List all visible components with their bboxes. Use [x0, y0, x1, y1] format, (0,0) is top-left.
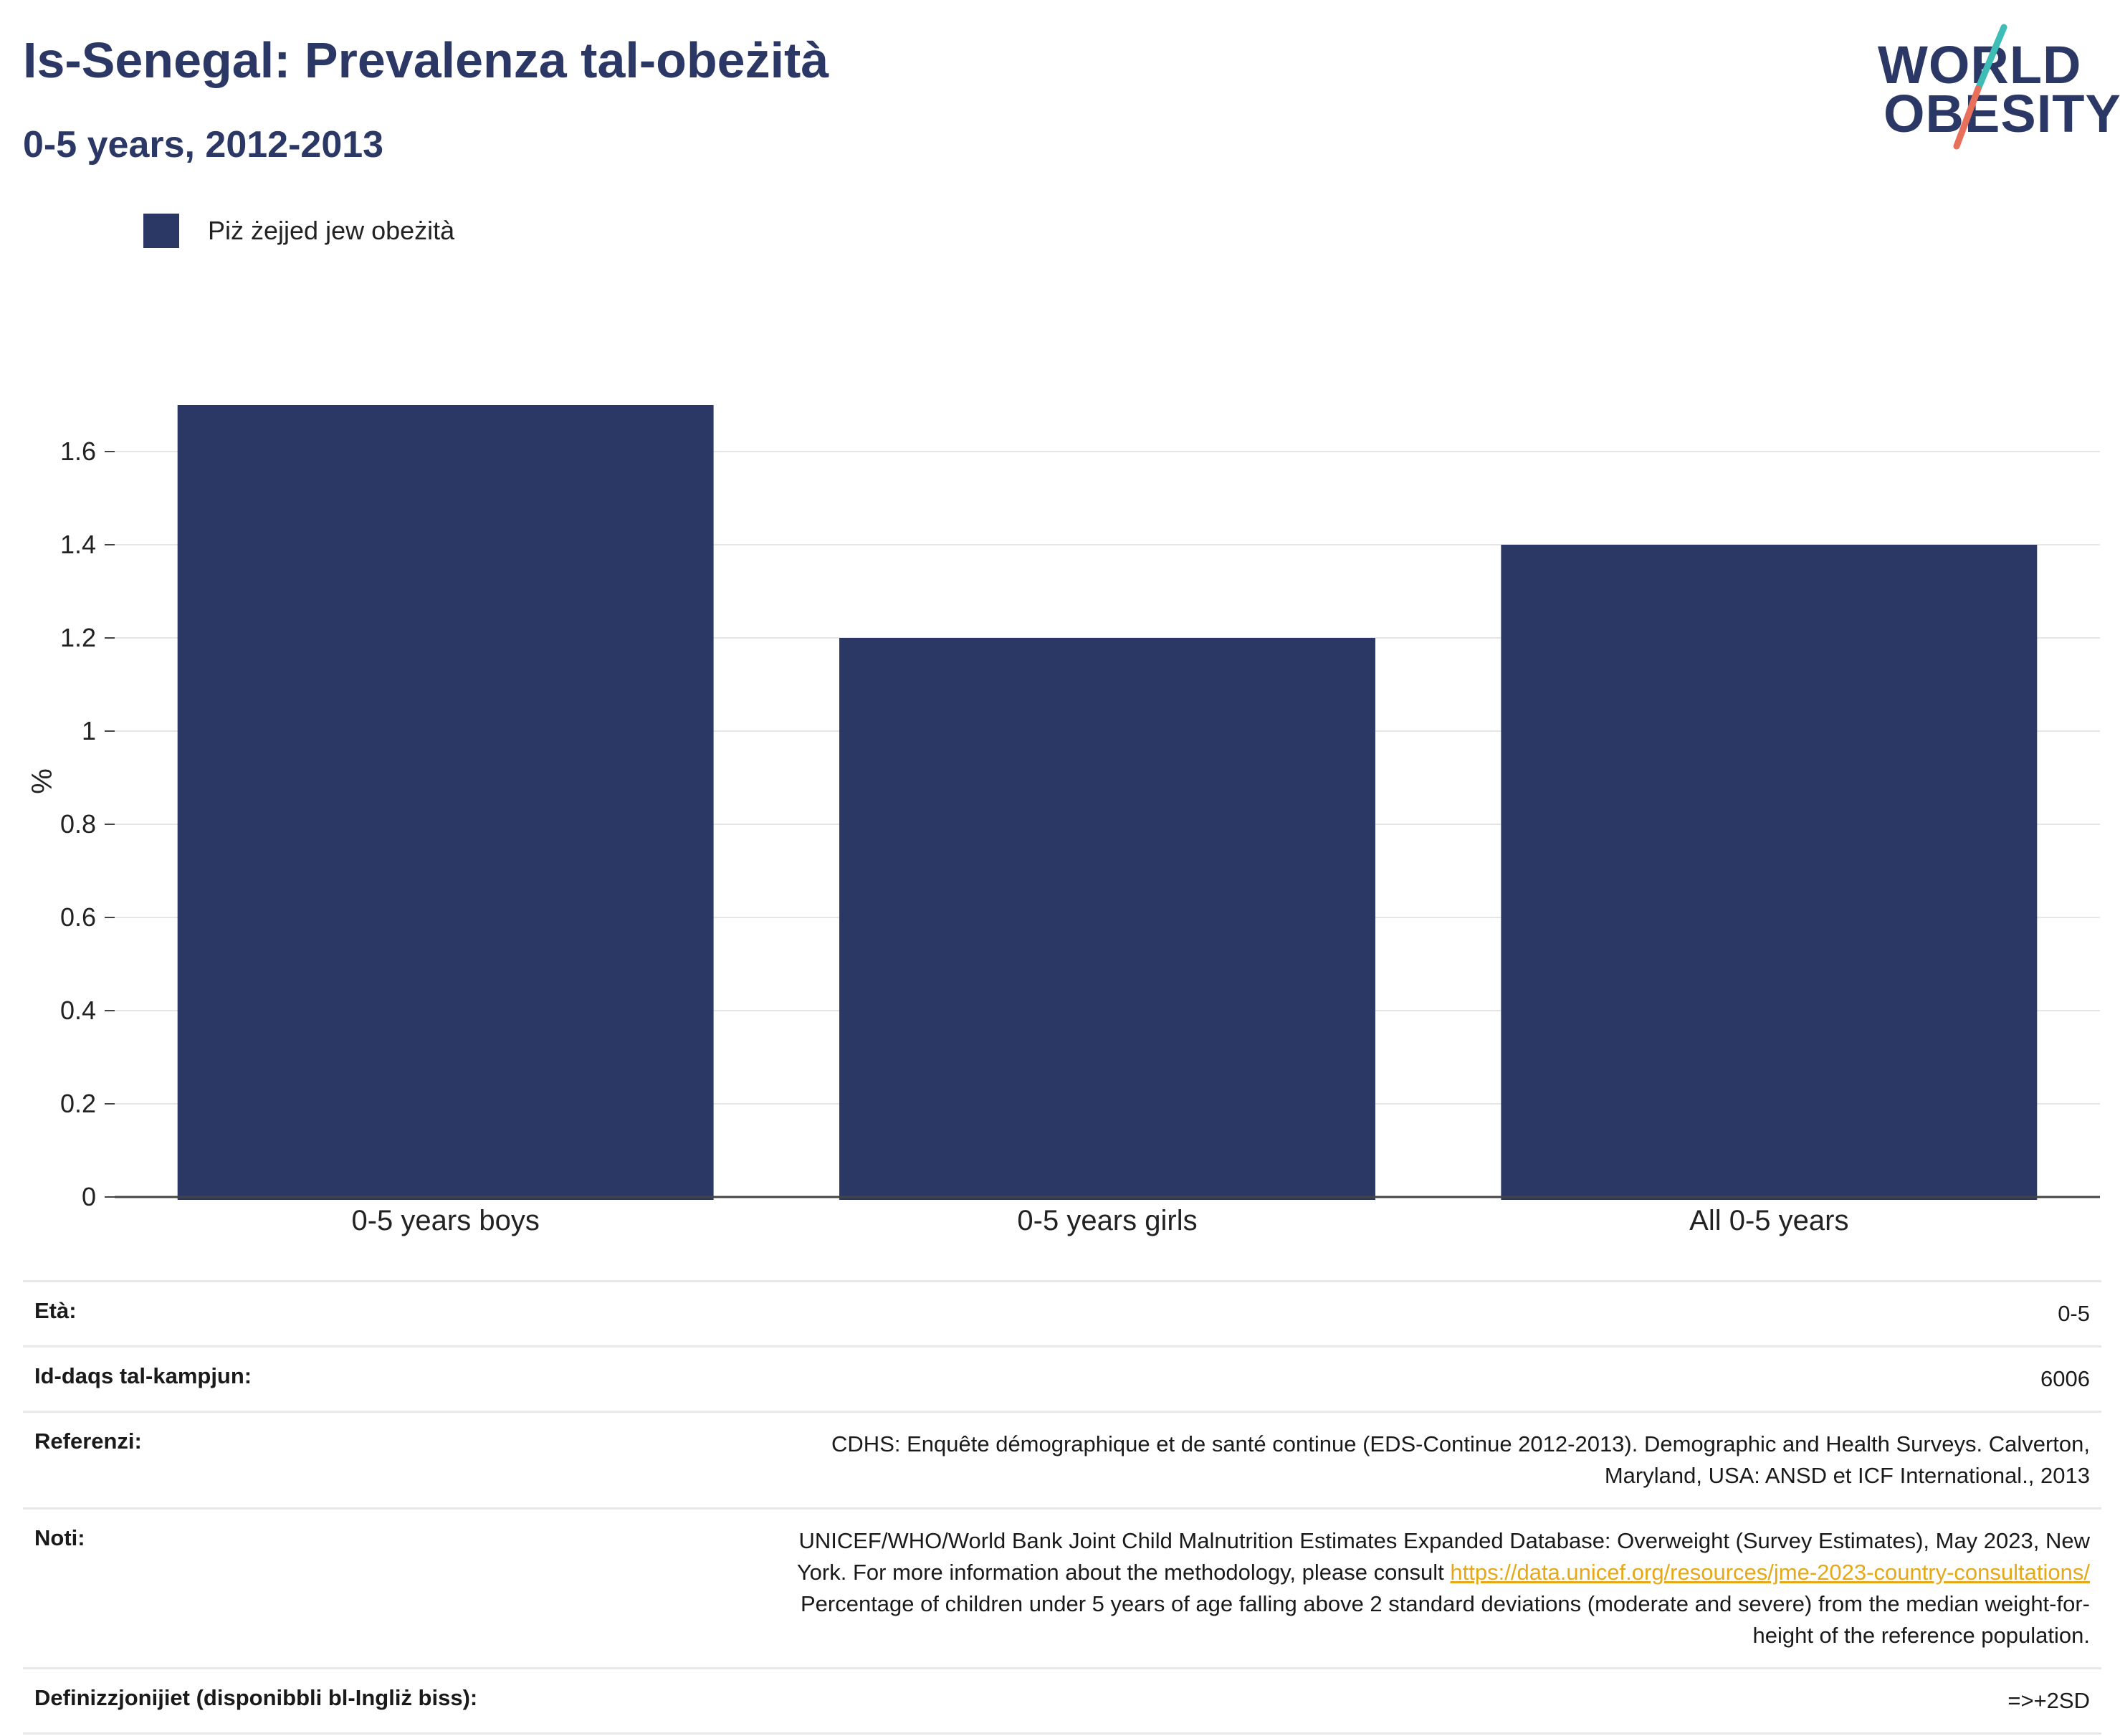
x-tick-label: 0-5 years girls: [1017, 1205, 1197, 1236]
notes-line-4: height of the reference population.: [1752, 1623, 2090, 1648]
x-tick-label: All 0-5 years: [1689, 1205, 1848, 1236]
bar: [1501, 545, 2038, 1200]
bar: [177, 405, 714, 1200]
age-label: Età:: [34, 1298, 77, 1323]
info-row-notes: Noti: UNICEF/WHO/World Bank Joint Child …: [23, 1507, 2101, 1667]
y-tick-label: 0.2: [60, 1089, 96, 1118]
logo-line-2: OBESITY: [1883, 84, 2120, 143]
references-line-2: Maryland, USA: ANSD et ICF International…: [1604, 1463, 2090, 1488]
y-tick-label: 1: [82, 716, 96, 745]
methodology-link[interactable]: https://data.unicef.org/resources/jme-20…: [1450, 1560, 2090, 1585]
legend-swatch: [143, 214, 179, 248]
notes-value: UNICEF/WHO/World Bank Joint Child Malnut…: [797, 1525, 2090, 1651]
bar-chart: 0 0.2 0.4 0.6 0.8 1 1.2 1.4 1.6% 0-5 years boys 0-…: [27, 405, 2100, 1236]
references-line-1: CDHS: Enquête démographique et de santé …: [831, 1431, 2090, 1456]
info-row-references: Referenzi: CDHS: Enquête démographique e…: [23, 1411, 2101, 1507]
y-tick-label: 0.8: [60, 809, 96, 839]
y-tick-label: 0.4: [60, 996, 96, 1025]
notes-line-1: UNICEF/WHO/World Bank Joint Child Malnut…: [798, 1528, 2090, 1553]
sample-size-value: 6006: [2040, 1366, 2090, 1391]
y-axis-title: %: [27, 768, 58, 794]
age-value: 0-5: [2058, 1301, 2090, 1326]
chart-legend: Piż żejjed jew obeżità: [143, 214, 454, 248]
notes-label: Noti:: [34, 1525, 85, 1550]
definitions-value: =>+2SD: [2007, 1688, 2090, 1713]
logo-slash-icon: [1953, 24, 2007, 150]
definitions-label: Definizzjonijiet (disponibbli bl-Ingliż …: [34, 1685, 478, 1710]
legend-label: Piż żejjed jew obeżità: [208, 216, 455, 245]
y-tick-label: 1.6: [60, 437, 96, 466]
sample-size-label: Id-daqs tal-kampjun:: [34, 1363, 252, 1388]
notes-line-3: Percentage of children under 5 years of …: [800, 1591, 2090, 1616]
notes-line-2-text: York. For more information about the met…: [796, 1560, 1451, 1585]
x-tick-label: 0-5 years boys: [351, 1205, 539, 1236]
references-value: CDHS: Enquête démographique et de santé …: [831, 1429, 2090, 1492]
info-row-definitions: Definizzjonijiet (disponibbli bl-Ingliż …: [23, 1667, 2101, 1735]
y-tick-label: 1.2: [60, 623, 96, 652]
notes-line-2: York. For more information about the met…: [797, 1557, 2090, 1588]
y-tick-label: 1.4: [60, 530, 96, 559]
page-subtitle: 0-5 years, 2012-2013: [23, 124, 384, 166]
y-tick-label: 0: [82, 1182, 96, 1211]
info-table: Età: 0-5 Id-daqs tal-kampjun: 6006 Refer…: [23, 1280, 2101, 1735]
world-obesity-logo: WORLD OBESITY: [1871, 20, 2120, 156]
info-row-age: Età: 0-5: [23, 1280, 2101, 1345]
page-title: Is-Senegal: Prevalenza tal-obeżità: [23, 32, 829, 88]
info-row-sample: Id-daqs tal-kampjun: 6006: [23, 1345, 2101, 1411]
y-tick-label: 0.6: [60, 902, 96, 932]
references-label: Referenzi:: [34, 1429, 142, 1454]
bar: [839, 638, 1375, 1200]
